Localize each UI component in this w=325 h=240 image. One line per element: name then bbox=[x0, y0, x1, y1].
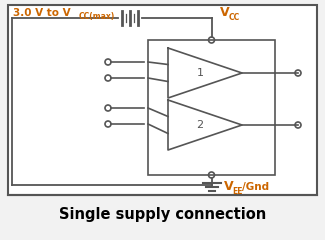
Text: 1: 1 bbox=[197, 68, 203, 78]
Text: 2: 2 bbox=[196, 120, 203, 130]
Text: V: V bbox=[219, 6, 229, 19]
Text: Single supply connection: Single supply connection bbox=[59, 208, 266, 222]
Text: 3.0 V to V: 3.0 V to V bbox=[13, 8, 71, 18]
Text: CC(max): CC(max) bbox=[79, 12, 115, 20]
Text: EE: EE bbox=[232, 186, 243, 196]
Bar bbox=[8, 5, 317, 195]
Bar bbox=[148, 40, 275, 175]
Text: /Gnd: /Gnd bbox=[241, 182, 269, 192]
Text: CC: CC bbox=[228, 12, 240, 22]
Text: V: V bbox=[224, 180, 233, 193]
